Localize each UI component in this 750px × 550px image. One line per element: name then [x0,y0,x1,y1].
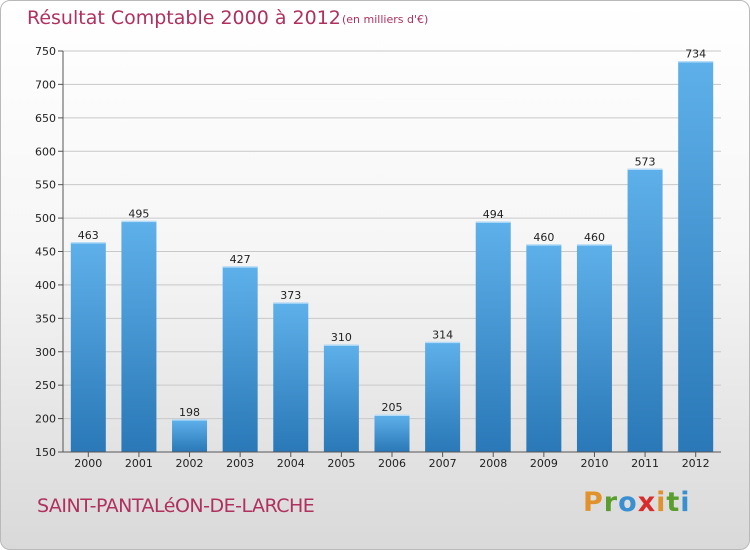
y-tick-label: 600 [35,145,56,158]
bar-2010 [576,244,612,452]
logo-letter: P [583,487,604,518]
y-tick-label: 150 [35,446,56,459]
y-tick-label: 450 [35,246,56,259]
x-tick-label: 2007 [429,457,457,470]
value-label: 310 [331,331,352,344]
y-tick-label: 350 [35,312,56,325]
x-tick-label: 2003 [226,457,254,470]
value-label: 494 [483,208,504,221]
proxiti-logo: Proxiti [583,487,691,518]
logo-letter: t [666,487,681,518]
chart-title: Résultat Comptable 2000 à 2012 [27,7,341,29]
bar-2002 [172,419,208,452]
logo-letter: i [680,487,691,518]
value-label: 198 [179,406,200,419]
x-tick-label: 2001 [125,457,153,470]
y-tick-label: 700 [35,78,56,91]
x-tick-label: 2005 [327,457,355,470]
x-tick-label: 2008 [479,457,507,470]
bar-2008 [475,222,511,452]
x-tick-label: 2006 [378,457,406,470]
value-label: 463 [78,229,99,242]
bar-2001 [121,221,157,452]
x-tick-label: 2009 [530,457,558,470]
bar-2006 [374,415,410,452]
logo-letter: i [656,487,667,518]
logo-letter: o [618,487,638,518]
y-tick-label: 200 [35,413,56,426]
x-tick-label: 2010 [580,457,608,470]
y-tick-label: 650 [35,112,56,125]
logo-letter: r [603,487,619,518]
bar-2009 [526,244,562,452]
bar-2003 [222,266,258,452]
y-tick-label: 300 [35,346,56,359]
x-tick-label: 2004 [277,457,305,470]
y-tick-label: 400 [35,279,56,292]
bar-2005 [323,345,359,452]
value-label: 734 [685,48,706,61]
y-tick-label: 550 [35,179,56,192]
x-tick-label: 2002 [176,457,204,470]
bar-2004 [273,302,309,452]
logo-letter: x [637,487,657,518]
value-label: 205 [382,401,403,414]
value-label: 460 [533,231,554,244]
chart-unit: (en milliers d'€) [342,13,429,26]
value-label: 495 [128,207,149,220]
y-tick-label: 500 [35,212,56,225]
x-tick-label: 2012 [682,457,710,470]
x-tick-label: 2000 [74,457,102,470]
bar-2007 [425,342,461,452]
y-tick-label: 250 [35,379,56,392]
bar-2011 [627,169,663,453]
bar-2012 [678,61,714,453]
bar-2000 [70,242,106,452]
value-label: 460 [584,231,605,244]
value-label: 573 [635,155,656,168]
y-tick-label: 750 [35,45,56,58]
commune-name: SAINT-PANTALéON-DE-LARCHE [37,495,315,517]
value-label: 314 [432,328,453,341]
value-label: 373 [280,289,301,302]
x-tick-label: 2011 [631,457,659,470]
value-label: 427 [230,253,251,266]
